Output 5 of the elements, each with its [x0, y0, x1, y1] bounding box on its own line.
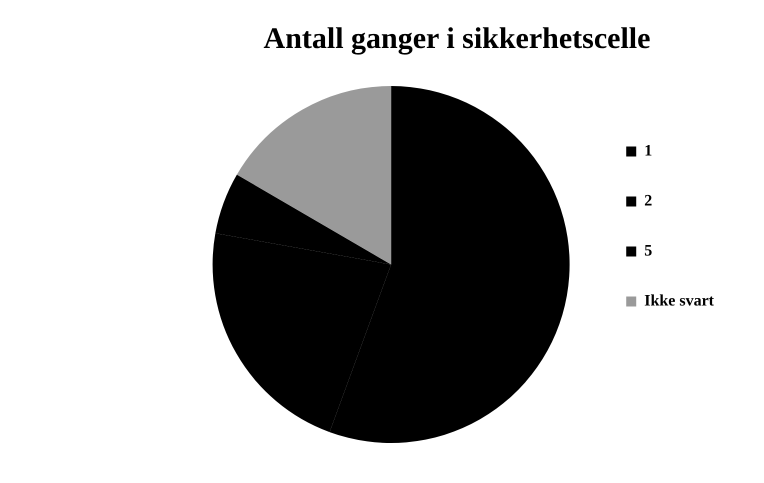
- legend-label: 5: [644, 242, 652, 260]
- legend-label: 1: [644, 142, 652, 160]
- chart-title: Antall ganger i sikkerhetscelle: [264, 22, 650, 55]
- legend-label: Ikke svart: [644, 292, 715, 310]
- legend-label: 2: [644, 192, 652, 210]
